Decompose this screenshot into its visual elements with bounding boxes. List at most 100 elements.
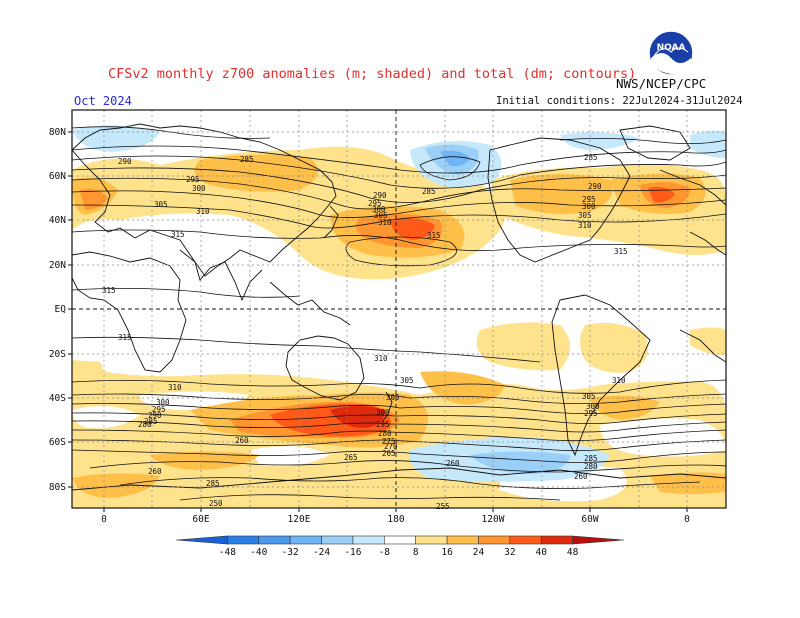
contour-label: 260: [235, 436, 249, 445]
organization-label: NWS/NCEP/CPC: [616, 76, 707, 91]
contour-label: 300: [192, 184, 206, 193]
contour-label: 290: [588, 182, 602, 191]
colorbar-label: 48: [567, 547, 579, 558]
contour-label: 280: [584, 462, 598, 471]
contour-label: 310: [168, 383, 182, 392]
initial-conditions: Initial conditions: 22Jul2024-31Jul2024: [496, 95, 743, 107]
contour-labels: 290 295 300 305 310 315 285 290 295 300 …: [102, 153, 628, 511]
contour-label: 295: [152, 405, 166, 414]
lat-label: 80N: [49, 127, 66, 138]
contour-label: 260: [446, 459, 460, 468]
contour-label: 305: [400, 376, 414, 385]
colorbar-label: 8: [413, 547, 419, 558]
equator-dateline: [72, 110, 726, 508]
contour-label: 295: [186, 175, 200, 184]
contour-label: 300: [156, 398, 170, 407]
contour-label: 285: [206, 479, 220, 488]
contour-label: 305: [154, 200, 168, 209]
colorbar-label: -40: [250, 547, 267, 558]
contour-label: 300: [582, 202, 596, 211]
contour-label: 285: [240, 155, 254, 164]
plot-title: CFSv2 monthly z700 anomalies (m; shaded)…: [108, 66, 637, 82]
lat-label: 20S: [49, 349, 66, 360]
colorbar-swatch: [352, 535, 385, 545]
lat-label: EQ: [55, 304, 67, 315]
colorbar-swatch: [509, 535, 542, 545]
colorbar-label: -8: [379, 547, 391, 558]
contour-label: 285: [584, 454, 598, 463]
lat-label: 40N: [49, 215, 66, 226]
longitude-labels: 0 60E 120E 180 120W 60W 0: [101, 514, 690, 525]
contour-label: 265: [344, 453, 358, 462]
contour-label: 265: [382, 449, 396, 458]
contour-label: 280: [378, 429, 392, 438]
contour-label: 315: [118, 333, 132, 342]
contour-label: 250: [209, 499, 223, 508]
colorbar-swatch: [258, 535, 291, 545]
anomaly-shading: [72, 125, 726, 508]
contour-label: 315: [102, 286, 116, 295]
colorbar-swatch: [321, 535, 354, 545]
contour-label: 290: [148, 411, 162, 420]
contour-label: 285: [144, 417, 158, 426]
colorbar-swatch: [415, 535, 448, 545]
contour-label: 280: [138, 420, 152, 429]
contour-label: 295: [368, 199, 382, 208]
colorbar-label: -48: [219, 547, 236, 558]
coastlines: [72, 123, 726, 491]
contour-label: 305: [374, 211, 388, 220]
colorbar-label: -16: [344, 547, 361, 558]
ticks: [68, 131, 688, 512]
colorbar-swatch: [175, 535, 228, 545]
contour-label: 295: [376, 420, 390, 429]
colorbar-swatch: [384, 535, 416, 545]
lon-label: 60E: [192, 514, 209, 525]
contour-label: 300: [376, 408, 390, 417]
lat-label: 60N: [49, 171, 66, 182]
colorbar-swatch: [572, 535, 625, 545]
contour-label: 315: [427, 231, 441, 240]
contour-label: 305: [582, 392, 596, 401]
colorbar-label: 32: [504, 547, 515, 558]
colorbar-label: 24: [473, 547, 485, 558]
colorbar-label: 16: [441, 547, 453, 558]
lon-label: 0: [101, 514, 107, 525]
colorbar-label: -32: [282, 547, 299, 558]
contour-label: 315: [171, 230, 185, 239]
contour-label: 305: [386, 393, 400, 402]
lat-label: 80S: [49, 482, 66, 493]
colorbar-swatch: [446, 535, 479, 545]
contour-label: 305: [578, 211, 592, 220]
colorbar-swatch: [227, 535, 260, 545]
contour-label: 285: [422, 187, 436, 196]
contour-label: 310: [378, 218, 392, 227]
colorbar-label: 40: [536, 547, 548, 558]
contour-label: 260: [574, 472, 588, 481]
lat-label: 40S: [49, 393, 66, 404]
contour-label: 275: [382, 437, 396, 446]
contour-label: 255: [436, 502, 450, 511]
colorbar-label: -24: [313, 547, 330, 558]
logo-text: NOAA: [657, 43, 686, 53]
lon-label: 180: [387, 514, 404, 525]
contour-label: 270: [384, 442, 398, 451]
contour-label: 300: [586, 402, 600, 411]
lon-label: 120E: [288, 514, 311, 525]
contour-label: 310: [612, 376, 626, 385]
contour-label: 290: [118, 157, 132, 166]
lon-label: 60W: [581, 514, 598, 525]
lat-label: 60S: [49, 437, 66, 448]
contour-label: 310: [196, 207, 210, 216]
latitude-labels: 80N 60N 40N 20N EQ 20S 40S 60S 80S: [49, 127, 66, 493]
colorbar: -48 -40 -32 -24 -16 -8 8 16 24 32 40 48: [175, 535, 625, 558]
colorbar-swatch: [540, 535, 573, 545]
contour-label: 260: [148, 467, 162, 476]
contour-label: 290: [373, 191, 387, 200]
contour-label: 295: [582, 195, 596, 204]
colorbar-swatch: [289, 535, 322, 545]
contour-label: 315: [614, 247, 628, 256]
lat-label: 20N: [49, 260, 66, 271]
contour-label: 285: [584, 153, 598, 162]
contour-label: 310: [374, 354, 388, 363]
